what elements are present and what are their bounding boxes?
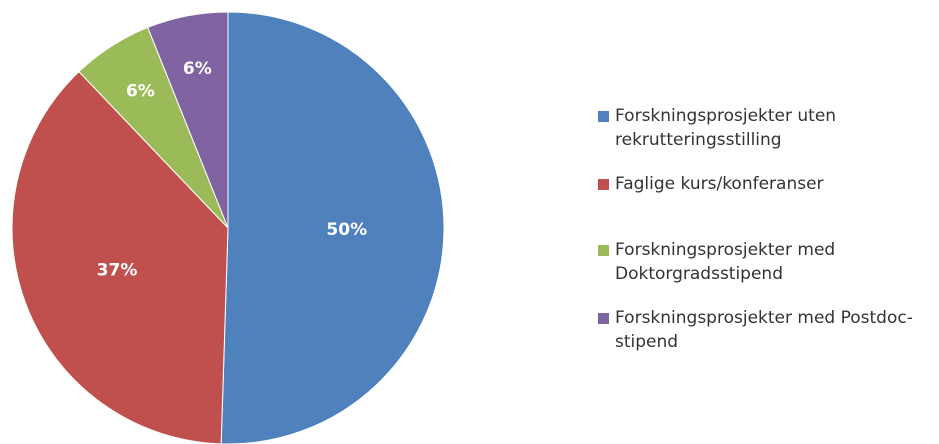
legend-label: Forskningsprosjekter med Doktorgradsstip… [615,240,836,284]
legend-item: Faglige kurs/konferanser [598,172,928,196]
data-label: 6% [126,82,155,102]
legend: Forskningsprosjekter uten rekrutteringss… [598,104,928,354]
data-label: 6% [183,59,212,79]
legend-label: Faglige kurs/konferanser [615,174,824,194]
legend-swatch [598,179,609,190]
data-label: 37% [97,260,138,280]
legend-item: Forskningsprosjekter med Postdoc-stipend [598,306,928,354]
legend-swatch [598,245,609,256]
legend-swatch [598,313,609,324]
legend-label: Forskningsprosjekter med Postdoc-stipend [615,308,913,352]
legend-label: Forskningsprosjekter uten rekrutteringss… [615,106,837,150]
pie-slice [11,70,229,444]
legend-item: Forskningsprosjekter med Doktorgradsstip… [598,238,928,286]
legend-item: Forskningsprosjekter uten rekrutteringss… [598,104,928,152]
data-label: 50% [326,220,367,240]
pie-slice [147,11,229,229]
pie-slice [220,11,445,444]
legend-swatch [598,111,609,122]
